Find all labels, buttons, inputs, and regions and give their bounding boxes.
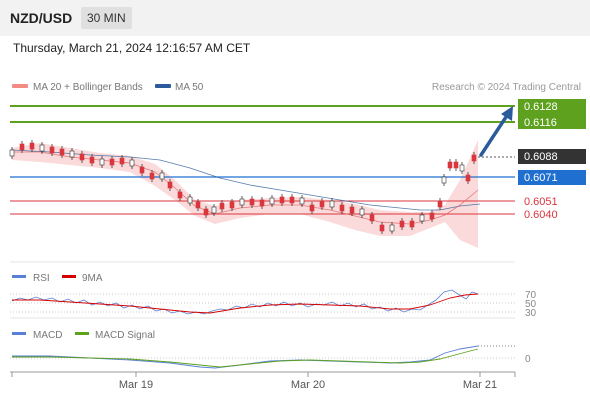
forecast-arrow-shaft <box>479 112 510 157</box>
candle-body <box>109 158 115 166</box>
x-label-mar19: Mar 19 <box>119 379 153 391</box>
ma50-legend-label: MA 50 <box>175 82 204 93</box>
resistance-1-label: 0.6116 <box>524 117 557 129</box>
candle-body <box>329 200 335 208</box>
candle-body <box>349 206 355 214</box>
watermark-text: Research © 2024 Trading Central <box>432 82 581 93</box>
macd-legend-swatch <box>12 332 26 335</box>
resistance-2-box <box>518 99 586 114</box>
candle-body <box>429 212 435 220</box>
candle-body <box>269 197 275 205</box>
candle-body <box>419 214 425 222</box>
x-label-mar21: Mar 21 <box>463 379 497 391</box>
candle-body <box>459 164 465 172</box>
ma9-legend-label: 9MA <box>82 273 103 284</box>
candle-body <box>89 156 95 164</box>
current-price-label: 0.6088 <box>524 151 558 163</box>
candle-body <box>239 198 245 206</box>
chart-datetime: Thursday, March 21, 2024 12:16:57 AM CET <box>13 41 251 55</box>
candle-body <box>359 208 365 216</box>
candlestick-series <box>9 140 477 234</box>
candle-body <box>187 196 193 204</box>
candle-body <box>149 172 155 180</box>
candle-body <box>39 144 45 152</box>
rsi-level-50: 50 <box>525 299 537 310</box>
candle-body <box>19 143 25 151</box>
candle-body <box>399 220 405 228</box>
macd-signal-line <box>12 348 479 368</box>
rsi-legend-label: RSI <box>33 273 50 284</box>
candle-body <box>309 204 315 212</box>
candle-body <box>259 199 265 207</box>
rsi-line <box>11 289 479 315</box>
candle-body <box>339 204 345 212</box>
support-1-label: 0.6051 <box>524 196 558 208</box>
candle-body <box>441 176 447 184</box>
candle-body <box>79 153 85 161</box>
ma50-line <box>11 149 481 211</box>
candle-body <box>29 142 35 150</box>
signal-legend-label: MACD Signal <box>95 330 155 341</box>
ma50-legend-swatch <box>155 84 171 88</box>
support-2-label: 0.6040 <box>524 209 558 221</box>
candle-body <box>211 206 217 214</box>
rsi-level-30: 30 <box>525 308 537 319</box>
candle-body <box>471 154 477 162</box>
x-label-mar20: Mar 20 <box>291 379 325 391</box>
pivot-label: 0.6071 <box>524 172 558 184</box>
candle-body <box>319 200 325 208</box>
candle-body <box>139 166 145 174</box>
candle-body <box>299 197 305 205</box>
candle-body <box>69 150 75 158</box>
candle-body <box>177 191 183 199</box>
rsi-level-70: 70 <box>525 290 537 301</box>
timeframe-button[interactable]: 30 MIN <box>81 7 132 29</box>
candle-body <box>289 196 295 204</box>
candle-body <box>99 158 105 166</box>
candle-body <box>129 159 135 167</box>
rsi-legend-swatch <box>12 275 26 278</box>
macd-legend-label: MACD <box>33 330 62 341</box>
candle-body <box>159 172 165 180</box>
current-price-box <box>518 149 586 164</box>
candle-body <box>409 220 415 228</box>
ma20-legend-swatch <box>12 84 28 88</box>
candle-body <box>59 148 65 156</box>
currency-pair-title: NZD/USD <box>10 10 73 26</box>
candle-body <box>195 201 201 209</box>
candle-body <box>369 214 375 222</box>
candle-body <box>447 161 453 169</box>
candle-body <box>9 149 15 157</box>
candle-body <box>119 157 125 165</box>
candle-body <box>49 146 55 154</box>
candle-body <box>453 161 459 169</box>
candle-body <box>249 198 255 206</box>
candle-body <box>219 202 225 210</box>
candle-body <box>465 174 471 182</box>
candle-body <box>379 224 385 232</box>
rsi-ma9-line <box>12 293 479 314</box>
candle-body <box>389 224 395 232</box>
macd-zero-label: 0 <box>525 354 531 365</box>
chart-header: NZD/USD 30 MIN <box>0 0 590 36</box>
pivot-box <box>518 170 586 185</box>
bollinger-band-area <box>12 140 478 248</box>
candle-body <box>437 200 443 208</box>
signal-legend-swatch <box>75 332 89 335</box>
ma20-legend-label: MA 20 + Bollinger Bands <box>33 82 143 93</box>
candle-body <box>279 196 285 204</box>
resistance-2-label: 0.6128 <box>524 101 558 113</box>
forecast-arrow-head <box>501 106 513 121</box>
candle-body <box>229 201 235 209</box>
candle-body <box>167 181 173 189</box>
candle-body <box>203 208 209 216</box>
ma9-legend-swatch <box>62 275 76 278</box>
ma20-line <box>12 151 479 225</box>
resistance-1-box <box>518 114 586 129</box>
